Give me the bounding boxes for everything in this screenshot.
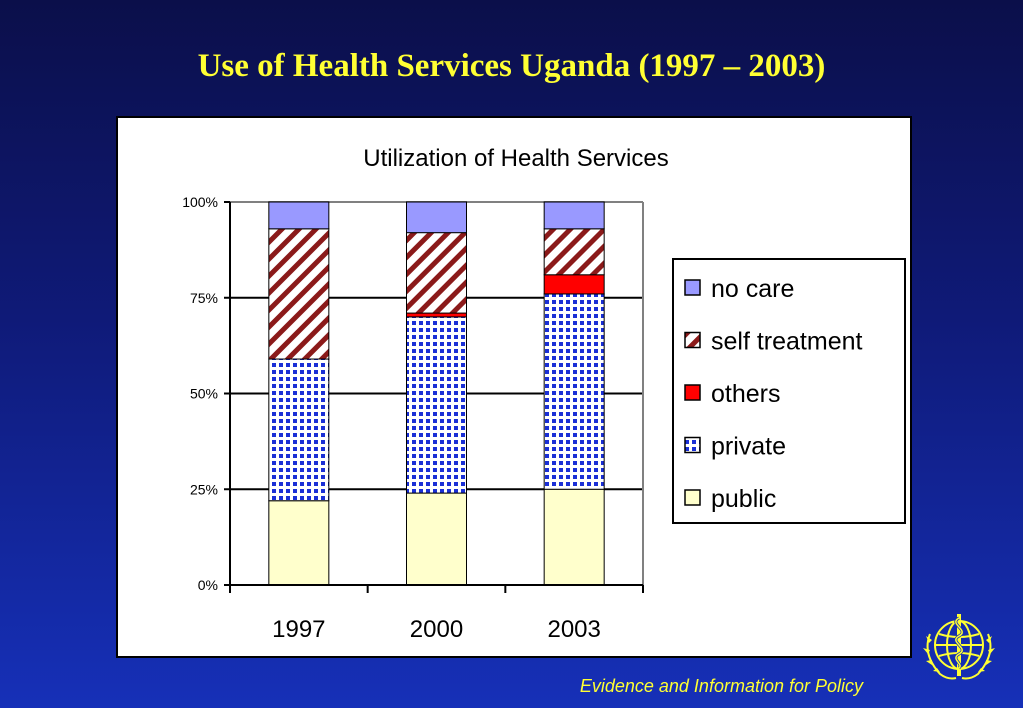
y-tick-label: 75% bbox=[190, 290, 218, 306]
bar-segment-no-care bbox=[406, 201, 467, 234]
legend-swatch-self-treatment bbox=[684, 331, 701, 349]
chart-title: Utilization of Health Services bbox=[363, 145, 668, 172]
bar-segment-others bbox=[543, 274, 605, 295]
bar-segment-public bbox=[268, 500, 330, 586]
legend-label: public bbox=[711, 485, 776, 513]
bar-segment-private bbox=[543, 293, 605, 490]
footer-text: Evidence and Information for Policy bbox=[579, 676, 863, 696]
bar-segment-private bbox=[268, 358, 330, 502]
legend-swatch-private bbox=[684, 436, 701, 454]
x-tick-label: 1997 bbox=[272, 616, 325, 643]
y-tick-label: 25% bbox=[190, 481, 218, 497]
y-tick-label: 100% bbox=[182, 194, 218, 210]
legend-label: others bbox=[711, 380, 780, 408]
bar-segment-no-care bbox=[268, 201, 330, 230]
bar-segment-others bbox=[406, 312, 467, 318]
legend-label: no care bbox=[711, 275, 794, 303]
bar-segment-public bbox=[406, 492, 467, 586]
chart-panel: Utilization of Health Services 0% 25% 50% 7… bbox=[116, 116, 912, 658]
legend-box bbox=[672, 258, 906, 524]
bar-segment-self-treatment bbox=[268, 228, 330, 360]
bar-segment-self-treatment bbox=[406, 232, 467, 314]
bar-segment-no-care bbox=[543, 201, 605, 230]
legend-swatch-others bbox=[684, 384, 701, 401]
stacked-bar-chart: Utilization of Health Services 0% 25% 50% 7… bbox=[182, 145, 906, 643]
bar-segment-private bbox=[406, 316, 467, 494]
x-tick-label: 2003 bbox=[547, 616, 600, 643]
who-emblem-icon bbox=[923, 614, 995, 680]
y-tick-label: 50% bbox=[190, 386, 218, 402]
legend-swatch-public bbox=[684, 489, 701, 506]
legend-label: self treatment bbox=[711, 328, 863, 356]
bar-segment-public bbox=[543, 488, 605, 586]
legend-swatch-no-care bbox=[684, 279, 701, 296]
x-tick-label: 2000 bbox=[410, 616, 463, 643]
legend-label: private bbox=[711, 433, 786, 461]
y-tick-label: 0% bbox=[198, 577, 218, 593]
bar-segment-self-treatment bbox=[543, 228, 605, 276]
slide-title: Use of Health Services Uganda (1997 – 20… bbox=[197, 48, 826, 84]
